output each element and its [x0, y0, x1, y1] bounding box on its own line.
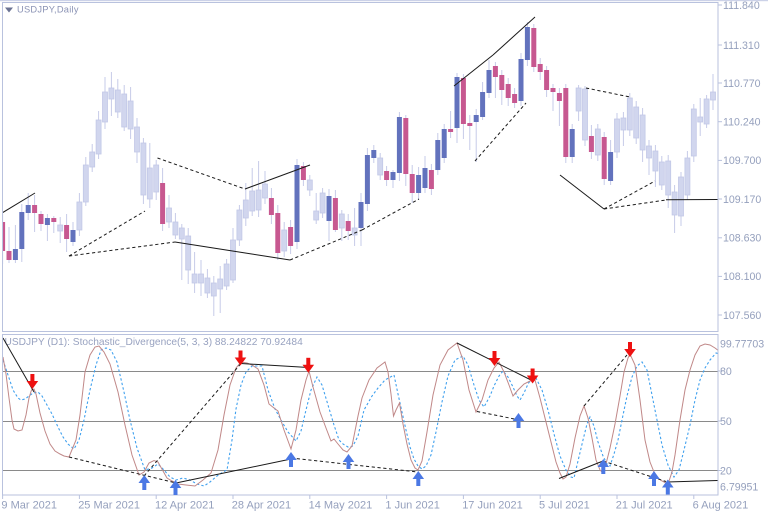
svg-text:108.630: 108.630 [723, 233, 761, 245]
svg-text:107.560: 107.560 [723, 310, 761, 322]
svg-text:111.310: 111.310 [723, 40, 760, 52]
svg-text:5 Jul 2021: 5 Jul 2021 [539, 500, 590, 512]
svg-text:6 Aug 2021: 6 Aug 2021 [693, 500, 749, 512]
svg-text:25 Mar 2021: 25 Mar 2021 [78, 500, 140, 512]
svg-text:50: 50 [720, 416, 732, 428]
svg-text:1 Jun 2021: 1 Jun 2021 [385, 500, 439, 512]
svg-text:28 Apr 2021: 28 Apr 2021 [232, 500, 291, 512]
svg-text:20: 20 [720, 465, 732, 477]
svg-text:14 May 2021: 14 May 2021 [309, 500, 373, 512]
svg-text:21 Jul 2021: 21 Jul 2021 [616, 500, 673, 512]
svg-text:109.170: 109.170 [723, 194, 761, 206]
svg-text:USDJPY (D1): Stochastic_Diver: USDJPY (D1): Stochastic_Divergence(5, 3,… [5, 337, 304, 348]
svg-text:6.79951: 6.79951 [720, 481, 758, 493]
svg-text:109.700: 109.700 [723, 155, 761, 167]
svg-text:80: 80 [720, 366, 732, 378]
svg-text:110.240: 110.240 [723, 117, 761, 129]
svg-text:111.840: 111.840 [723, 0, 760, 12]
svg-text:17 Jun 2021: 17 Jun 2021 [462, 500, 523, 512]
svg-text:110.770: 110.770 [723, 78, 761, 90]
svg-text:9 Mar 2021: 9 Mar 2021 [1, 500, 57, 512]
svg-text:12 Apr 2021: 12 Apr 2021 [155, 500, 214, 512]
svg-text:108.100: 108.100 [723, 271, 761, 283]
svg-text:99.77703: 99.77703 [720, 338, 764, 350]
svg-text:USDJPY,Daily: USDJPY,Daily [17, 5, 79, 15]
